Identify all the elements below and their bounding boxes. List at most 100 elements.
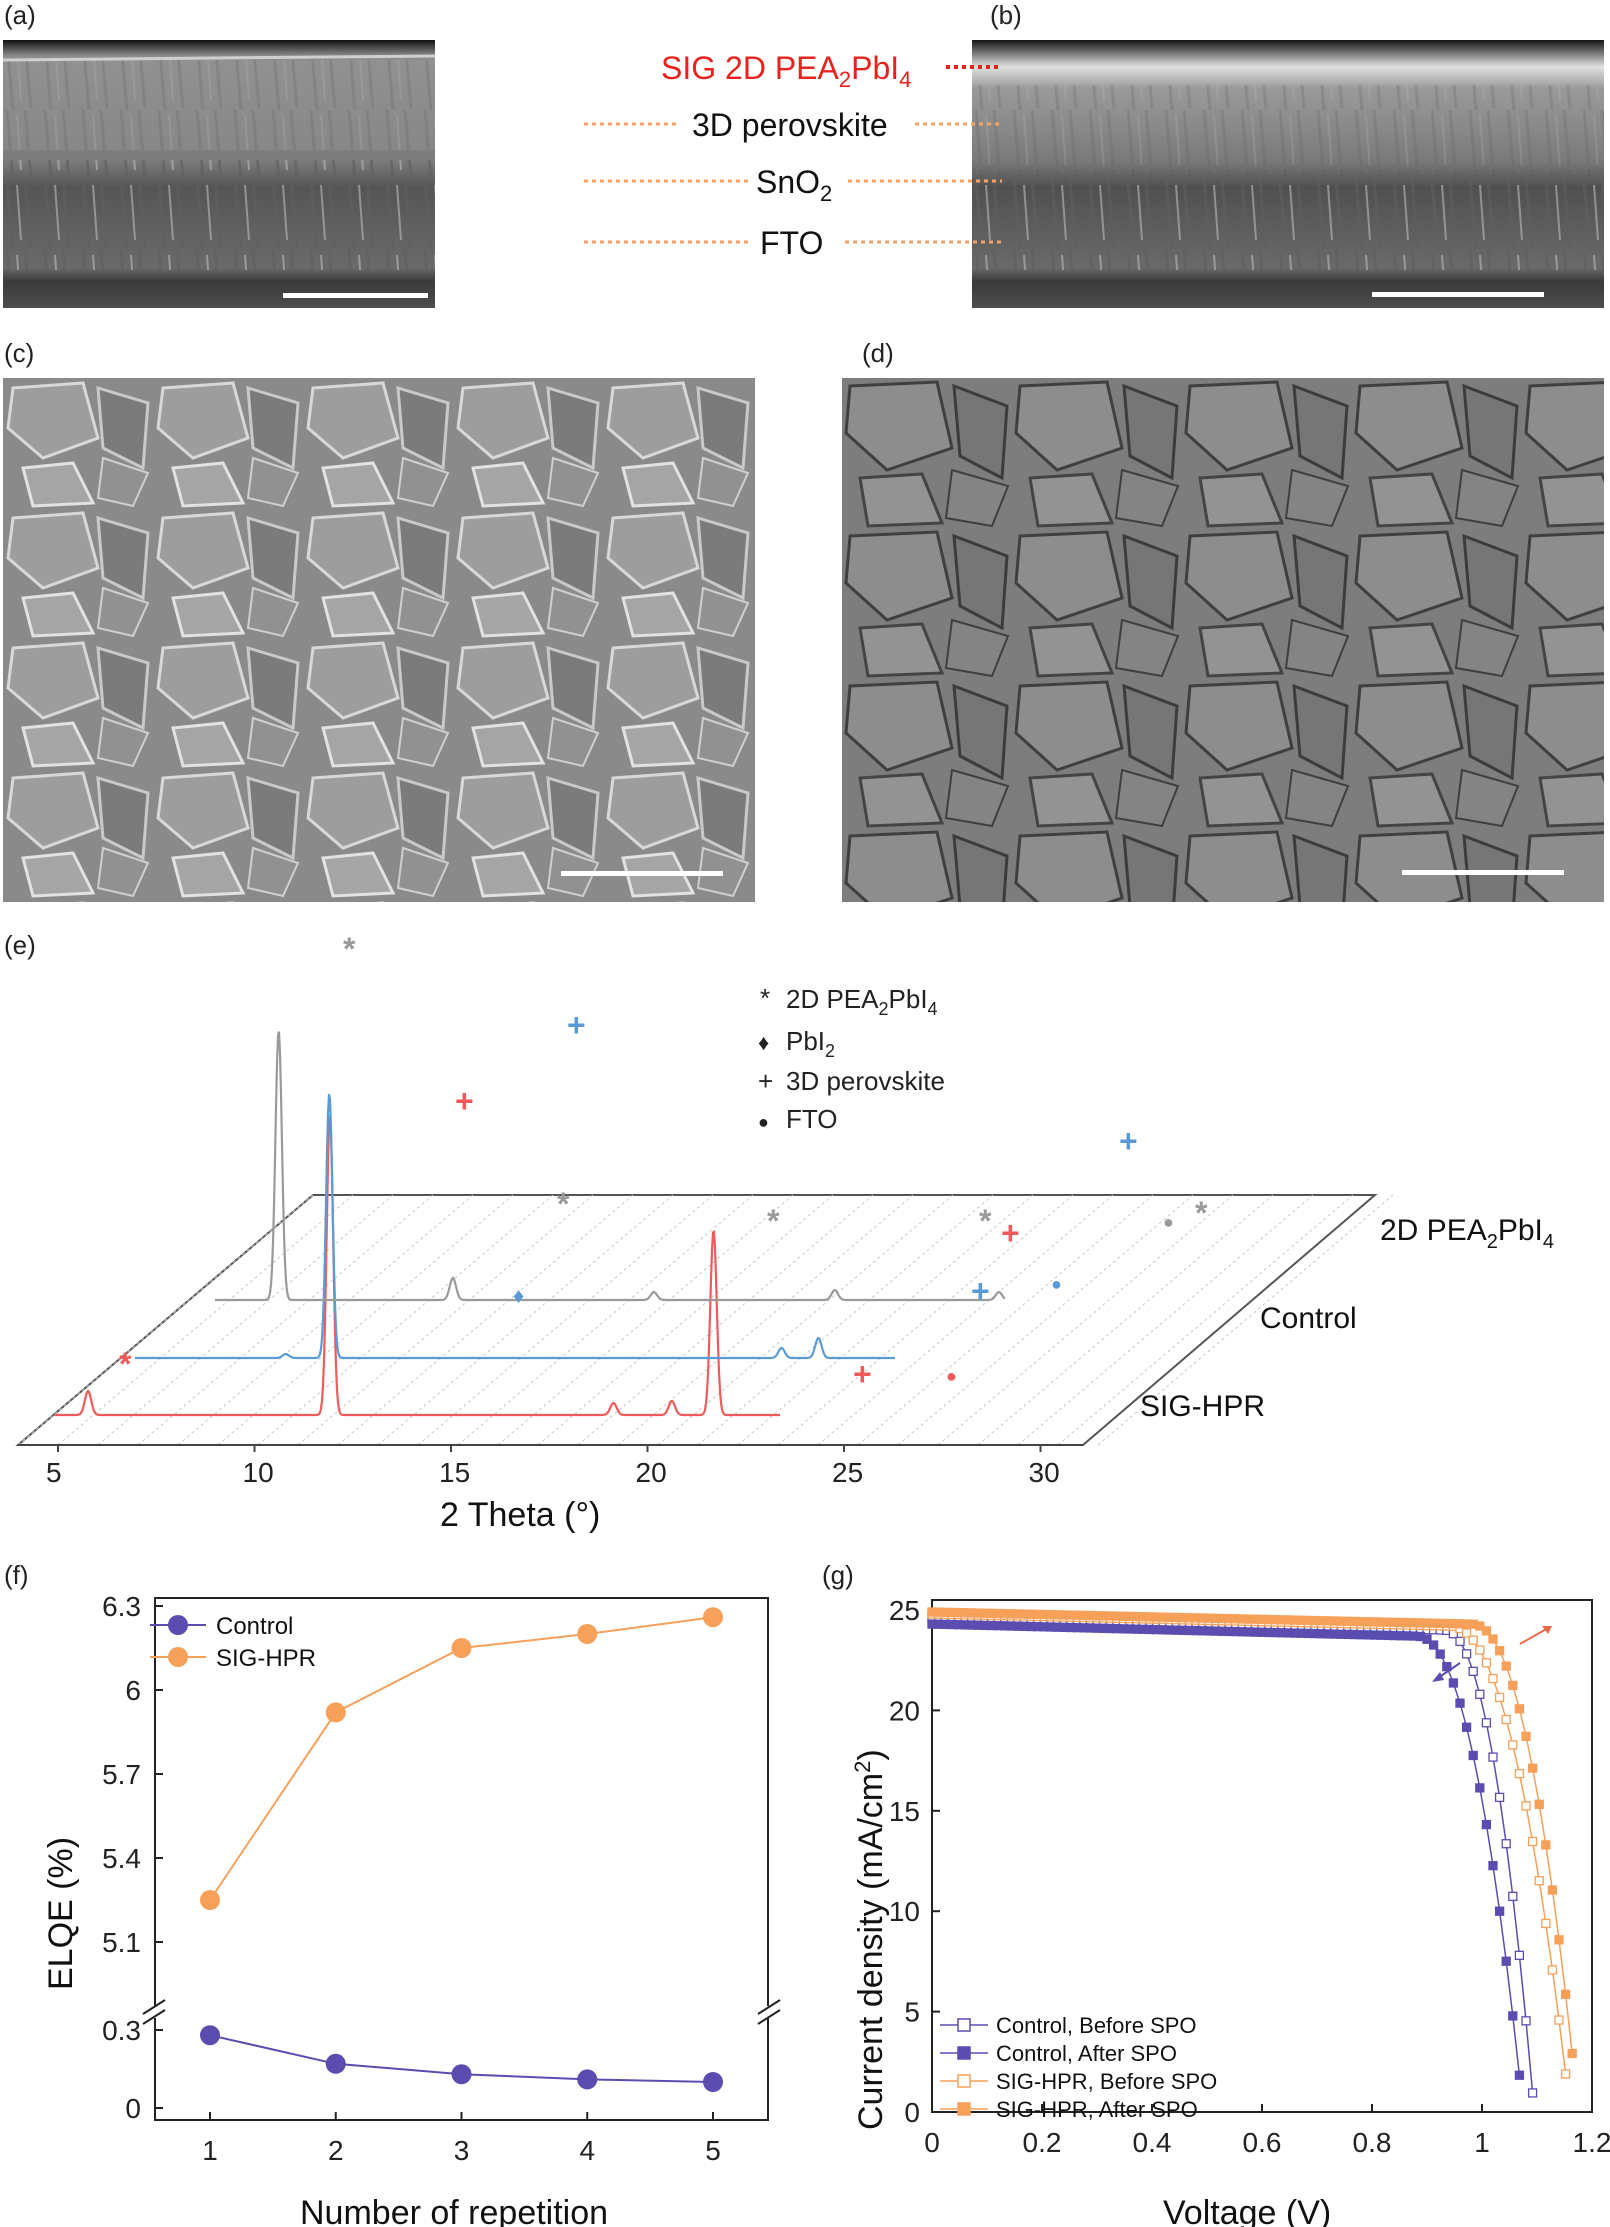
sem-top-view-control	[3, 378, 755, 902]
jv-y-tick-label: 10	[889, 1896, 920, 1927]
elqe-x-tick-label: 1	[202, 2135, 218, 2166]
jv-data-point	[1567, 2048, 1577, 2059]
jv-data-point	[1488, 1673, 1498, 1684]
jv-data-point	[1455, 1698, 1465, 1708]
xrd-legend-label-fto: FTO	[786, 1104, 838, 1134]
jv-x-tick-label: 0.2	[1023, 2127, 1062, 2158]
jv-data-point	[1461, 1649, 1472, 1659]
jv-x-tick-label: 0.6	[1243, 2127, 1282, 2158]
jv-data-point	[1448, 1678, 1459, 1688]
jv-data-point	[1560, 2069, 1571, 2079]
xrd-peak-marker: ♦	[513, 1283, 524, 1308]
sem-cross-section-sig-hpr	[972, 40, 1604, 308]
elqe-y-tick-label: 6.3	[102, 1591, 141, 1622]
jv-data-point	[1501, 1956, 1511, 1966]
jv-data-point	[1422, 1634, 1432, 1644]
xrd-legend-marker-star: *	[760, 983, 770, 1013]
jv-data-point	[1461, 1628, 1472, 1638]
jv-data-point	[1547, 1965, 1558, 1975]
jv-legend-label: SIG-HPR, After SPO	[996, 2097, 1198, 2122]
jv-y-tick-label: 0	[904, 2097, 920, 2128]
jv-data-point	[1521, 1731, 1531, 1741]
elqe-y-axis-title: ELQE (%)	[42, 1837, 80, 1990]
jv-legend-label: Control, After SPO	[996, 2041, 1177, 2066]
elqe-y-tick-label: 6	[125, 1675, 141, 1706]
elqe-data-point	[451, 1638, 472, 1658]
xrd-curve	[55, 1115, 780, 1417]
jv-legend-marker	[957, 2046, 971, 2060]
jv-y-tick-label: 5	[904, 1997, 920, 2028]
jv-legend-marker	[957, 2074, 971, 2088]
jv-data-point	[1475, 1621, 1485, 1631]
jv-data-point	[1527, 2088, 1538, 2098]
scale-bar	[561, 871, 723, 876]
elqe-x-tick-label: 4	[579, 2135, 595, 2166]
jv-data-point	[1494, 1906, 1505, 1916]
jv-y-tick-label: 20	[889, 1695, 920, 1726]
jv-data-point	[1501, 1661, 1511, 1671]
jv-data-point	[1428, 1640, 1439, 1650]
panel-label-a: (a)	[4, 0, 36, 30]
jv-data-point	[1554, 1935, 1564, 1945]
xrd-peak-marker: +	[1119, 1123, 1138, 1159]
label-3d-perovskite: 3D perovskite	[692, 107, 888, 143]
jv-series-line	[931, 1613, 1567, 2075]
jv-x-tick-label: 0.8	[1353, 2127, 1392, 2158]
jv-data-point	[1435, 1649, 1445, 1659]
xrd-peak-marker: ●	[946, 1366, 957, 1386]
elqe-data-point	[200, 1890, 220, 1910]
jv-data-point	[1481, 1658, 1492, 1668]
xrd-series-label-control: Control	[1260, 1302, 1357, 1335]
xrd-peak-marker: *	[557, 1186, 570, 1222]
elqe-x-tick-label: 5	[705, 2135, 721, 2166]
jv-data-point	[1442, 1662, 1452, 1672]
elqe-legend-label-control: Control	[216, 1613, 293, 1640]
xrd-peak-marker: +	[455, 1083, 474, 1119]
xrd-peak-marker: +	[853, 1356, 872, 1392]
xrd-peak-marker: ●	[1051, 1274, 1062, 1294]
xrd-waterfall-plot: *++ ●+♦++ ●+** * * ● * 5 10 15 20 25 30 * 2D PEA2Pb…	[15, 931, 1554, 1534]
elqe-y-tick-label: 5.4	[102, 1843, 141, 1874]
xrd-legend: * 2D PEA2PbI4 ♦ PbI2 + 3D perovskite ● F…	[758, 983, 945, 1134]
elqe-data-point	[577, 2069, 598, 2090]
jv-data-point	[1508, 1891, 1518, 1902]
jv-data-point	[1521, 2016, 1531, 2026]
xrd-legend-label-pbi2: PbI2	[786, 1026, 835, 1061]
jv-x-axis-title: Voltage (V)	[1163, 2194, 1331, 2227]
elqe-y-tick-label: 0	[125, 2093, 141, 2124]
jv-data-point	[1455, 1636, 1465, 1647]
xrd-peak-marker: *	[767, 1203, 780, 1239]
jv-legend-marker	[957, 2018, 971, 2032]
xrd-peak-marker: +	[567, 1007, 586, 1043]
xrd-x-tick-label: 10	[243, 1457, 274, 1488]
xrd-legend-marker-diamond: ♦	[758, 1030, 769, 1055]
elqe-legend-marker-sig-hpr	[168, 1647, 188, 1667]
xrd-x-tick-label: 30	[1029, 1457, 1060, 1488]
jv-y-tick-label: 25	[889, 1595, 920, 1626]
jv-data-point	[1521, 1801, 1531, 1811]
xrd-peak-marker: *	[1195, 1195, 1208, 1231]
jv-data-point	[1468, 1750, 1478, 1761]
xrd-series-label-sig-hpr: SIG-HPR	[1140, 1390, 1265, 1423]
label-fto: FTO	[760, 225, 823, 261]
panel-label-c: (c)	[4, 338, 35, 368]
scale-bar	[1402, 870, 1564, 875]
elqe-data-point	[200, 2025, 220, 2046]
jv-y-tick-label: 15	[889, 1796, 920, 1827]
xrd-legend-label-2d-pea: 2D PEA2PbI4	[786, 984, 938, 1019]
xrd-peak-marker: +	[1001, 1215, 1020, 1251]
jv-x-tick-label: 0.4	[1133, 2127, 1172, 2158]
jv-series-line	[931, 1623, 1521, 2076]
jv-legend: Control, Before SPO Control, After SPO SIG…	[940, 2013, 1217, 2122]
jv-data-point	[1481, 1626, 1492, 1636]
xrd-legend-label-3d-perovskite: 3D perovskite	[786, 1066, 945, 1096]
jv-data-point	[1514, 2070, 1525, 2080]
elqe-data-point	[325, 2053, 346, 2074]
xrd-x-tick-label: 15	[439, 1457, 470, 1488]
xrd-peak-marker: *	[979, 1203, 992, 1239]
jv-data-point	[1547, 1885, 1558, 1895]
jv-data-point	[1534, 1799, 1544, 1809]
xrd-x-tick-label: 5	[46, 1457, 62, 1488]
jv-data-point	[1494, 1792, 1505, 1803]
